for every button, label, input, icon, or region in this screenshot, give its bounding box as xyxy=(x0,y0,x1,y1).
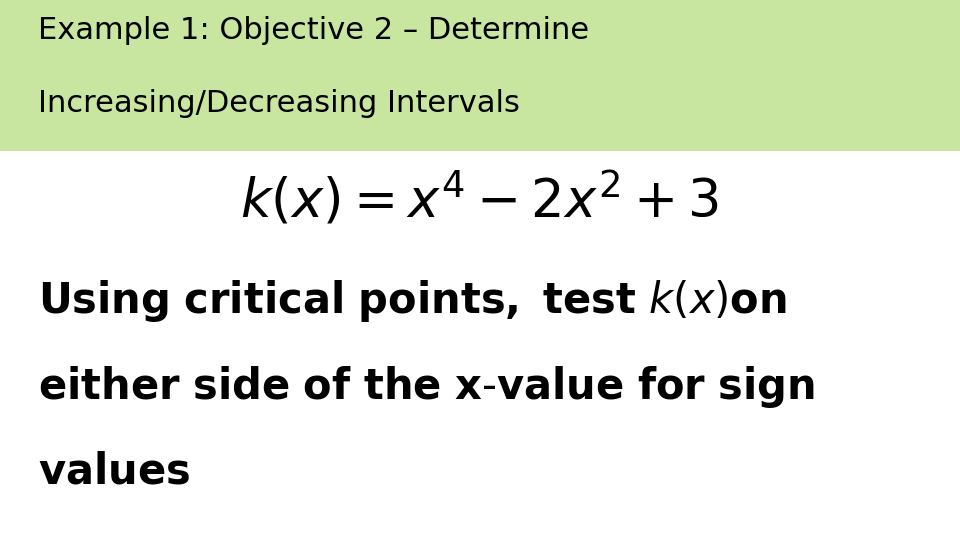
Text: Example 1: Objective 2 – Determine: Example 1: Objective 2 – Determine xyxy=(38,16,589,45)
FancyBboxPatch shape xyxy=(0,0,960,151)
Text: $\mathbf{Using\ critical\ points,\ test\ }$$k(x)$$\mathbf{on}$: $\mathbf{Using\ critical\ points,\ test\… xyxy=(38,278,787,324)
Text: $\mathbf{either\ side\ of\ the\ x\text{-}value\ for\ sign}$: $\mathbf{either\ side\ of\ the\ x\text{-… xyxy=(38,364,815,410)
Text: Increasing/Decreasing Intervals: Increasing/Decreasing Intervals xyxy=(38,89,520,118)
Text: $\mathbf{values}$: $\mathbf{values}$ xyxy=(38,451,190,493)
Text: $k(x) = x^{4} -2x^{2} + 3$: $k(x) = x^{4} -2x^{2} + 3$ xyxy=(240,170,720,228)
